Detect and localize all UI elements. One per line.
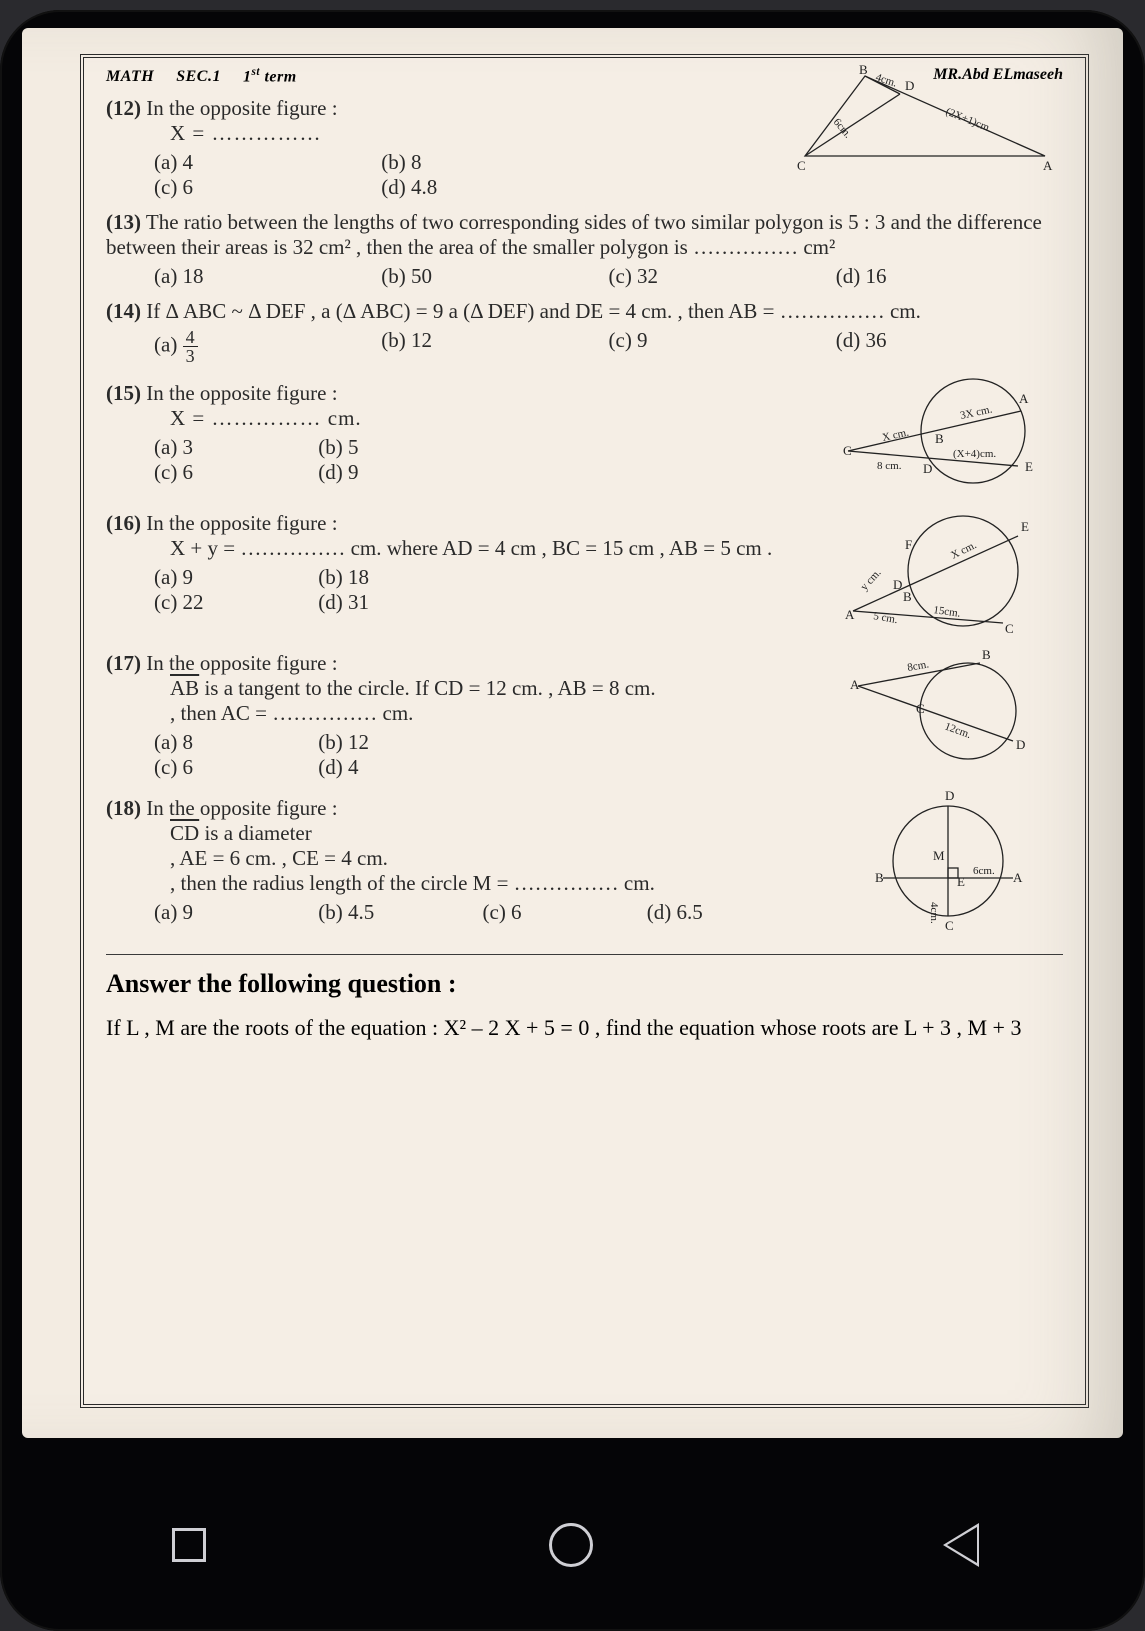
svg-text:D: D: [905, 78, 914, 93]
answer-heading: Answer the following question :: [106, 969, 1063, 999]
q18: (18) In the opposite figure : CD is a di…: [106, 796, 811, 925]
q13-a[interactable]: (a) 18: [154, 264, 381, 289]
svg-text:E: E: [1025, 459, 1033, 474]
svg-text:E: E: [957, 874, 965, 889]
q14-b[interactable]: (b) 12: [381, 328, 608, 365]
svg-text:A: A: [845, 607, 855, 622]
q16-b[interactable]: (b) 18: [318, 565, 482, 590]
svg-text:C: C: [1005, 621, 1014, 636]
svg-text:B: B: [903, 589, 912, 604]
q16-a[interactable]: (a) 9: [154, 565, 318, 590]
svg-text:D: D: [945, 788, 954, 803]
svg-text:D: D: [893, 577, 902, 592]
svg-text:C: C: [916, 701, 925, 716]
svg-text:E: E: [1021, 519, 1029, 534]
q15-d[interactable]: (d) 9: [318, 460, 482, 485]
phone-frame: MATH SEC.1 1st term MR.Abd ELmaseeh B D …: [0, 10, 1145, 1631]
svg-text:X cm.: X cm.: [881, 427, 910, 444]
figure-q15: A B C D E X cm. 3X cm. (X+4)cm. 8 cm.: [843, 371, 1053, 501]
divider: [106, 954, 1063, 955]
q14: (14) If Δ ABC ~ Δ DEF , a (Δ ABC) = 9 a …: [106, 299, 1063, 365]
subject: MATH: [106, 68, 154, 86]
svg-text:8cm.: 8cm.: [906, 659, 930, 675]
answer-text: If L , M are the roots of the equation :…: [106, 1009, 1063, 1046]
q14-a[interactable]: (a) 43: [154, 328, 381, 365]
term: 1st term: [243, 66, 297, 86]
svg-text:6cm.: 6cm.: [973, 865, 995, 877]
svg-text:B: B: [859, 62, 868, 77]
q18-b[interactable]: (b) 4.5: [318, 900, 482, 925]
figure-q17: A B C D 8cm. 12cm.: [848, 641, 1048, 771]
q18-d[interactable]: (d) 6.5: [647, 900, 811, 925]
svg-text:A: A: [850, 677, 860, 692]
q14-d[interactable]: (d) 36: [836, 328, 1063, 365]
q18-a[interactable]: (a) 9: [154, 900, 318, 925]
q17-a[interactable]: (a) 8: [154, 730, 318, 755]
q18-row: (18) In the opposite figure : CD is a di…: [106, 786, 1063, 936]
svg-text:y cm.: y cm.: [858, 567, 883, 593]
android-navbar: [0, 1485, 1145, 1605]
screen: MATH SEC.1 1st term MR.Abd ELmaseeh B D …: [22, 28, 1123, 1438]
figure-q16: A B C D E F y cm. 5 cm. 15cm. X cm.: [843, 501, 1053, 641]
svg-text:F: F: [905, 537, 912, 552]
q13-c[interactable]: (c) 32: [609, 264, 836, 289]
svg-text:B: B: [935, 431, 944, 446]
q18-c[interactable]: (c) 6: [483, 900, 647, 925]
home-button[interactable]: [549, 1523, 593, 1567]
svg-text:C: C: [797, 158, 806, 173]
svg-text:C: C: [945, 918, 954, 933]
svg-text:A: A: [1013, 870, 1023, 885]
svg-text:(2X+1)cm.: (2X+1)cm.: [944, 106, 994, 135]
q13: (13) The ratio between the lengths of tw…: [106, 210, 1063, 289]
q13-d[interactable]: (d) 16: [836, 264, 1063, 289]
q12-d[interactable]: (d) 4.8: [381, 175, 608, 200]
recent-apps-button[interactable]: [172, 1528, 206, 1562]
svg-text:A: A: [1019, 391, 1029, 406]
q16: (16) In the opposite figure : X + y = ………: [106, 511, 811, 615]
svg-text:(X+4)cm.: (X+4)cm.: [953, 448, 996, 460]
svg-text:D: D: [923, 461, 932, 476]
back-button[interactable]: [937, 1523, 973, 1567]
svg-text:8 cm.: 8 cm.: [877, 460, 902, 472]
q16-c[interactable]: (c) 22: [154, 590, 318, 615]
q16-row: (16) In the opposite figure : X + y = ………: [106, 501, 1063, 641]
q15: (15) In the opposite figure : X = …………… …: [106, 381, 811, 485]
svg-text:C: C: [843, 443, 852, 458]
q14-c[interactable]: (c) 9: [609, 328, 836, 365]
q17-b[interactable]: (b) 12: [318, 730, 482, 755]
q13-b[interactable]: (b) 50: [381, 264, 608, 289]
q15-row: (15) In the opposite figure : X = …………… …: [106, 371, 1063, 501]
svg-text:A: A: [1043, 158, 1053, 173]
svg-text:X cm.: X cm.: [949, 539, 979, 562]
svg-text:4cm.: 4cm.: [928, 902, 940, 924]
q12-b[interactable]: (b) 8: [381, 150, 608, 175]
q15-a[interactable]: (a) 3: [154, 435, 318, 460]
svg-text:M: M: [933, 848, 945, 863]
figure-q18: A B C D E M 6cm. 4cm.: [853, 786, 1043, 936]
svg-text:B: B: [982, 647, 991, 662]
svg-text:B: B: [875, 870, 884, 885]
q12-c[interactable]: (c) 6: [154, 175, 381, 200]
q15-c[interactable]: (c) 6: [154, 460, 318, 485]
q17-c[interactable]: (c) 6: [154, 755, 318, 780]
svg-text:D: D: [1016, 737, 1025, 752]
section: SEC.1: [176, 68, 221, 86]
figure-q12: B D C A 4cm. 6cm. (2X+1)cm.: [795, 66, 1055, 186]
q17-row: (17) In the opposite figure : AB AB is a…: [106, 641, 1063, 786]
q16-d[interactable]: (d) 31: [318, 590, 482, 615]
worksheet-page: MATH SEC.1 1st term MR.Abd ELmaseeh B D …: [80, 54, 1089, 1408]
q17-d[interactable]: (d) 4: [318, 755, 482, 780]
svg-text:12cm.: 12cm.: [943, 721, 973, 742]
q12-a[interactable]: (a) 4: [154, 150, 381, 175]
svg-text:5 cm.: 5 cm.: [872, 610, 898, 626]
q15-b[interactable]: (b) 5: [318, 435, 482, 460]
q17: (17) In the opposite figure : AB AB is a…: [106, 651, 811, 780]
